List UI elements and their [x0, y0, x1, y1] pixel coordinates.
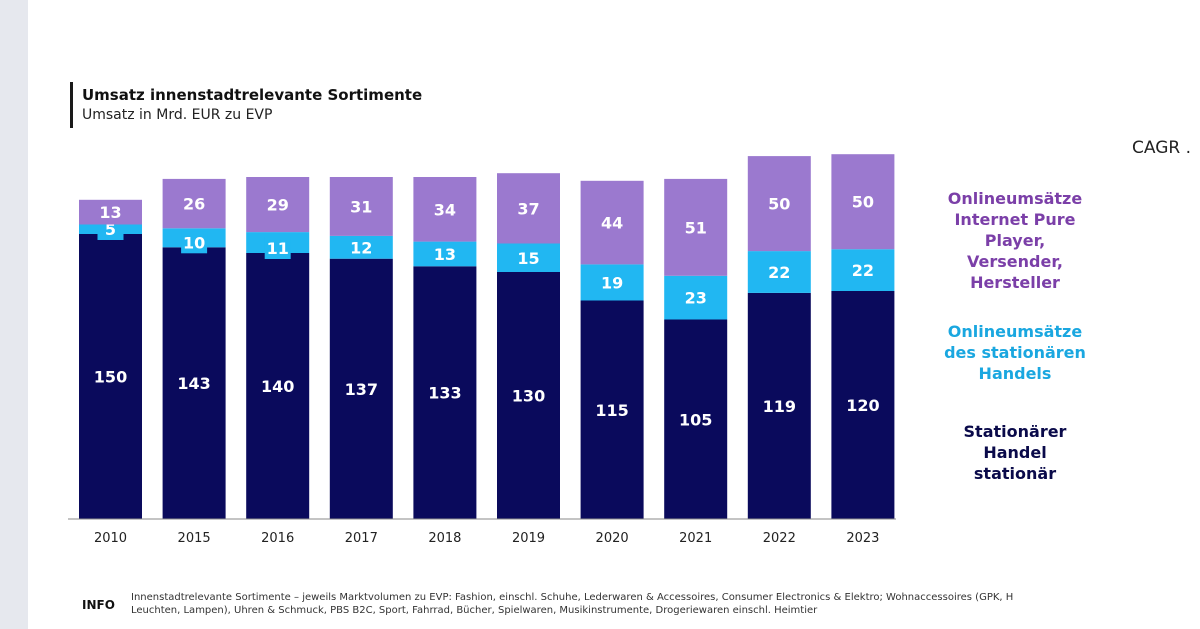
- legend-online-stationary: Onlineumsätze des stationären Handels: [944, 322, 1086, 383]
- info-label: INFO: [82, 598, 115, 612]
- value-label-online_pure-2020: 44: [601, 214, 623, 233]
- value-label-online_stationary-2023: 22: [852, 261, 874, 280]
- chart-title: Umsatz innenstadtrelevante Sortimente: [82, 86, 423, 104]
- value-label-online_pure-2019: 37: [517, 199, 539, 218]
- value-label-online_pure-2022: 50: [768, 195, 790, 214]
- value-label-stationary-2017: 137: [345, 380, 378, 399]
- bar-online_stationary-2022: [747, 251, 811, 293]
- bar-online_pure-2021: [664, 178, 728, 276]
- value-label-online_stationary-2010: 5: [105, 220, 116, 239]
- bar-stationary-2021: [664, 319, 728, 519]
- bar-stationary-2022: [747, 292, 811, 519]
- bar-stationary-2018: [413, 266, 477, 519]
- chart-subtitle: Umsatz in Mrd. EUR zu EVP: [82, 107, 273, 123]
- label-pad-online_stationary-2015: [181, 231, 208, 254]
- value-label-stationary-2016: 140: [261, 377, 294, 396]
- bar-online_pure-2017: [329, 177, 393, 236]
- value-label-online_stationary-2020: 19: [601, 273, 623, 292]
- label-pad-online_stationary-2016: [264, 237, 291, 259]
- x-tick-2010: 2010: [94, 531, 127, 546]
- title-accent-bar: [70, 82, 73, 128]
- value-label-online_stationary-2019: 15: [517, 249, 539, 268]
- x-tick-2016: 2016: [261, 531, 294, 546]
- x-tick-2018: 2018: [428, 531, 461, 546]
- value-label-online_pure-2015: 26: [183, 195, 205, 214]
- bar-online_stationary-2017: [329, 235, 393, 259]
- bar-online_stationary-2018: [413, 241, 477, 267]
- value-label-stationary-2023: 120: [846, 396, 879, 415]
- value-label-stationary-2010: 150: [94, 368, 127, 387]
- value-label-stationary-2019: 130: [512, 387, 545, 406]
- bar-online_pure-2019: [497, 173, 560, 244]
- value-label-online_pure-2018: 34: [434, 200, 456, 219]
- bar-online_stationary-2023: [831, 249, 895, 291]
- bar-stationary-2015: [162, 247, 226, 520]
- legend-online-pure-player: Onlineumsätze Internet Pure Player, Vers…: [947, 189, 1083, 292]
- x-tick-2019: 2019: [512, 531, 545, 546]
- value-label-online_pure-2010: 13: [99, 203, 121, 222]
- legend-stationary-retail: Stationärer Handel stationär: [963, 422, 1067, 483]
- value-label-online_pure-2021: 51: [685, 218, 707, 237]
- value-label-online_stationary-2018: 13: [434, 245, 456, 264]
- bar-online_pure-2010: [79, 199, 142, 225]
- bar-online_stationary-2020: [580, 264, 644, 301]
- x-tick-2017: 2017: [345, 531, 378, 546]
- value-label-online_pure-2017: 31: [350, 197, 372, 216]
- value-label-online_pure-2023: 50: [852, 193, 874, 212]
- x-tick-2023: 2023: [846, 531, 879, 546]
- left-margin-strip: [0, 0, 28, 629]
- x-tick-2022: 2022: [763, 531, 796, 546]
- stacked-bar-chart: 1505131431026140112913712311331334130153…: [68, 154, 896, 546]
- bar-stationary-2017: [329, 258, 393, 519]
- bar-stationary-2010: [79, 234, 142, 519]
- x-tick-2021: 2021: [679, 531, 712, 546]
- x-tick-labels: 2010 2015 2016 2017 2018 2019 2020 2021 2022 2023: [94, 531, 879, 546]
- value-label-online_stationary-2022: 22: [768, 263, 790, 282]
- bar-stationary-2016: [246, 253, 310, 519]
- value-label-online_pure-2016: 29: [267, 196, 289, 215]
- value-label-stationary-2022: 119: [763, 397, 796, 416]
- value-label-online_stationary-2016: 11: [267, 239, 289, 258]
- value-label-stationary-2021: 105: [679, 410, 712, 429]
- x-tick-2015: 2015: [178, 531, 211, 546]
- value-label-stationary-2020: 115: [595, 401, 628, 420]
- cagr-label: CAGR .: [1132, 138, 1191, 158]
- bar-online_pure-2016: [246, 177, 310, 233]
- bar-stationary-2023: [831, 291, 895, 519]
- info-text: Innenstadtrelevante Sortimente – jeweils…: [131, 592, 1014, 616]
- value-label-stationary-2018: 133: [428, 384, 461, 403]
- bars-group: 1505131431026140112913712311331334130153…: [79, 154, 895, 520]
- bar-stationary-2019: [497, 272, 560, 519]
- bar-online_pure-2022: [747, 156, 811, 252]
- bar-online_stationary-2021: [664, 275, 728, 320]
- bar-online_pure-2023: [831, 154, 895, 250]
- value-label-online_stationary-2015: 10: [183, 233, 205, 252]
- bar-stationary-2020: [580, 300, 644, 519]
- value-label-online_stationary-2017: 12: [350, 238, 372, 257]
- bar-online_pure-2015: [162, 178, 226, 229]
- value-label-stationary-2015: 143: [177, 374, 210, 393]
- bar-online_stationary-2019: [497, 243, 560, 272]
- bar-online_pure-2018: [413, 177, 477, 242]
- x-tick-2020: 2020: [596, 531, 629, 546]
- value-label-online_stationary-2021: 23: [685, 289, 707, 308]
- bar-online_pure-2020: [580, 180, 644, 265]
